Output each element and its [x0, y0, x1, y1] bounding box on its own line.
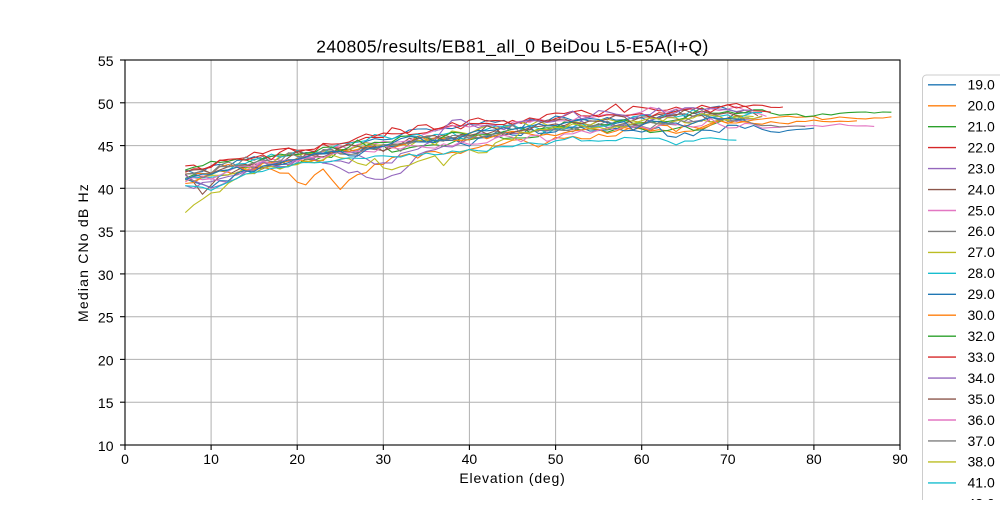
svg-text:50: 50 — [98, 96, 114, 112]
svg-text:0: 0 — [121, 451, 129, 467]
svg-text:33.0: 33.0 — [968, 349, 995, 365]
svg-text:Elevation (deg): Elevation (deg) — [459, 470, 565, 486]
svg-text:10: 10 — [203, 451, 219, 467]
svg-text:45: 45 — [98, 139, 114, 155]
svg-text:30: 30 — [98, 267, 114, 283]
svg-text:38.0: 38.0 — [968, 454, 995, 470]
svg-text:36.0: 36.0 — [968, 412, 995, 428]
svg-text:40: 40 — [462, 451, 478, 467]
svg-text:20.0: 20.0 — [968, 98, 995, 114]
svg-text:60: 60 — [634, 451, 650, 467]
svg-text:20: 20 — [289, 451, 305, 467]
svg-text:27.0: 27.0 — [968, 244, 995, 260]
svg-text:42.0: 42.0 — [968, 496, 995, 500]
svg-text:29.0: 29.0 — [968, 286, 995, 302]
svg-text:21.0: 21.0 — [968, 119, 995, 135]
svg-text:80: 80 — [806, 451, 822, 467]
svg-text:15: 15 — [98, 395, 114, 411]
svg-text:28.0: 28.0 — [968, 265, 995, 281]
svg-text:30.0: 30.0 — [968, 307, 995, 323]
svg-text:70: 70 — [720, 451, 736, 467]
svg-text:23.0: 23.0 — [968, 160, 995, 176]
svg-text:41.0: 41.0 — [968, 475, 995, 491]
svg-text:20: 20 — [98, 352, 114, 368]
svg-text:26.0: 26.0 — [968, 223, 995, 239]
svg-text:24.0: 24.0 — [968, 181, 995, 197]
svg-text:30: 30 — [376, 451, 392, 467]
svg-text:Median CNo dB Hz: Median CNo dB Hz — [75, 183, 91, 322]
svg-text:37.0: 37.0 — [968, 433, 995, 449]
svg-text:90: 90 — [892, 451, 908, 467]
svg-text:32.0: 32.0 — [968, 328, 995, 344]
svg-text:35: 35 — [98, 224, 114, 240]
svg-text:25.0: 25.0 — [968, 202, 995, 218]
svg-text:10: 10 — [98, 438, 114, 454]
svg-text:50: 50 — [548, 451, 564, 467]
svg-text:34.0: 34.0 — [968, 370, 995, 386]
svg-text:40: 40 — [98, 181, 114, 197]
svg-text:19.0: 19.0 — [968, 77, 995, 93]
svg-text:55: 55 — [98, 53, 114, 69]
svg-text:22.0: 22.0 — [968, 139, 995, 155]
svg-text:240805/results/EB81_all_0 BeiD: 240805/results/EB81_all_0 BeiDou L5-E5A(… — [316, 37, 708, 57]
svg-text:25: 25 — [98, 310, 114, 326]
svg-text:35.0: 35.0 — [968, 391, 995, 407]
